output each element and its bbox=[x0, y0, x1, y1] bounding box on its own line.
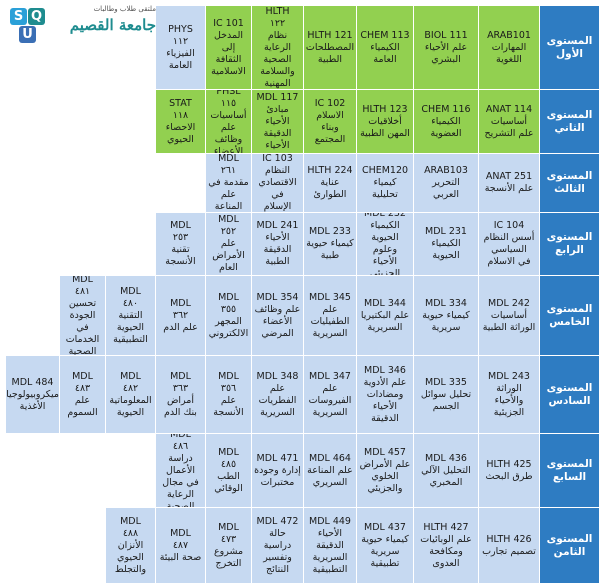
course-cell: HLTH 426 تصميم تجارب bbox=[479, 508, 540, 584]
course-cell: ARAB101 المهارات اللغوية bbox=[479, 6, 540, 90]
course-cell: MDL 457 علم الأمراض الخلوي والجزيئي bbox=[357, 434, 414, 508]
course-cell: MDL 436 التحليل الآلي المخبري bbox=[414, 434, 479, 508]
site-logo: ملتقى طلاب وطالبات جامعة القصيم S Q U bbox=[6, 4, 156, 48]
course-cell: ANAT 251 علم الأنسجة bbox=[479, 154, 540, 213]
course-cell: MDL ٢٥٣ تقنية الأنسجة bbox=[156, 213, 206, 276]
logo-letter-q: Q bbox=[28, 8, 45, 25]
course-cell: MDL 464 علم المناعة السريري bbox=[304, 434, 357, 508]
level-label: المستوى الأول bbox=[540, 6, 599, 90]
course-cell: HLTH 123 أخلاقيات المهن الطبية bbox=[357, 90, 414, 154]
logo-tagline: ملتقى طلاب وطالبات bbox=[93, 5, 156, 13]
course-cell: MDL 346 علم الأدوية ومضادات الأحياء الدق… bbox=[357, 356, 414, 434]
course-cell: PHSL ١١٥ أساسيات علم وظائف الأعضاء bbox=[206, 90, 252, 154]
course-cell: MDL ٢٦١ مقدمة في علم المناعة bbox=[206, 154, 252, 213]
course-cell: CHEM 116 الكيمياء العضوية bbox=[414, 90, 479, 154]
course-cell: MDL ٣٥٦ علم الأنسجة bbox=[206, 356, 252, 434]
course-cell: MDL 437 كيمياء حيوية سريرية تطبيقية bbox=[357, 508, 414, 584]
course-cell: STAT ١١٨ الاحصاء الحيوي bbox=[156, 90, 206, 154]
course-cell: CHEM120 كيمياء تحليلية bbox=[357, 154, 414, 213]
level-label: المستوى الخامس bbox=[540, 276, 599, 356]
course-cell: HLTH 121 المصطلحات الطبية bbox=[304, 6, 357, 90]
course-cell: IC 102 الاسلام وبناء المجتمع bbox=[304, 90, 357, 154]
course-cell: HLTH 425 طرق البحث bbox=[479, 434, 540, 508]
course-cell: MDL ٣٦٣ أمراض بنك الدم bbox=[156, 356, 206, 434]
course-cell: MDL 471 إدارة وجودة مختبرات bbox=[252, 434, 304, 508]
course-cell: MDL ٤٧٣ مشروع التخرج bbox=[206, 508, 252, 584]
course-cell: CHEM 113 الكيمياء العامة bbox=[357, 6, 414, 90]
course-cell: IC 103 النظام الاقتصادي في الإسلام bbox=[252, 154, 304, 213]
course-cell: MDL 345 علم الطفيليات السريرية bbox=[304, 276, 357, 356]
course-cell: MDL 334 كيمياء حيوية سريرية bbox=[414, 276, 479, 356]
course-cell: MDL 335 تحليل سوائل الجسم bbox=[414, 356, 479, 434]
course-cell: MDL 232 الكيمياء الحيوية وعلوم الأحياء ا… bbox=[357, 213, 414, 276]
course-cell: MDL 241 الأحياء الدقيقة الطبية bbox=[252, 213, 304, 276]
level-label: المستوى الثالث bbox=[540, 154, 599, 213]
course-cell: MDL ٤٨١ تحسين الجودة في الخدمات الصحية bbox=[60, 276, 106, 356]
course-cell: ANAT 114 أساسيات علم التشريح bbox=[479, 90, 540, 154]
course-cell: MDL 354 علم وظائف الأعضاء المرضي bbox=[252, 276, 304, 356]
level-label: المستوى الثاني bbox=[540, 90, 599, 154]
course-cell: HLTH 224 عناية الطوارئ bbox=[304, 154, 357, 213]
course-cell: MDL ٤٨٣ علم السموم bbox=[60, 356, 106, 434]
level-label: المستوى الثامن bbox=[540, 508, 599, 584]
level-label: المستوى الرابع bbox=[540, 213, 599, 276]
course-cell: MDL 243 الوراثة والأحياء الجزيئية bbox=[479, 356, 540, 434]
course-cell: MDL 117 مبادئ الأحياء الدقيقة الأحياء bbox=[252, 90, 304, 154]
level-label: المستوى السادس bbox=[540, 356, 599, 434]
course-cell: MDL ٤٨٥ الطب الوقائي bbox=[206, 434, 252, 508]
course-cell: MDL 348 علم الفطريات السريرية bbox=[252, 356, 304, 434]
course-cell: MDL 347 علم الفيروسات السريرية bbox=[304, 356, 357, 434]
course-cell: MDL ٣٦٢ علم الدم bbox=[156, 276, 206, 356]
course-cell: MDL ٣٥٥ المجهر الالكتروني bbox=[206, 276, 252, 356]
course-cell: MDL ٤٨٠ التقنية الحيوية التطبيقية bbox=[106, 276, 156, 356]
course-cell: MDL 472 حالة دراسية وتفسير النتائج bbox=[252, 508, 304, 584]
course-cell: IC 104 أسس النظام السياسي في الاسلام bbox=[479, 213, 540, 276]
course-cell: MDL 233 كيمياء حيوية طبية bbox=[304, 213, 357, 276]
course-cell: PHYS ١١٢ الفيزياء العامة bbox=[156, 6, 206, 90]
course-cell: MDL 449 الأحياء الدقيقة السريرية التطبيق… bbox=[304, 508, 357, 584]
logo-letter-s: S bbox=[10, 8, 27, 25]
course-cell: MDL ٤٨٧ صحة البيئة bbox=[156, 508, 206, 584]
course-cell: BIOL 111 علم الأحياء البشري bbox=[414, 6, 479, 90]
course-cell: HLTH 427 علم الوبائيات ومكافحة العدوى bbox=[414, 508, 479, 584]
course-cell: HLTH ١٢٢ نظام الرعاية الصحية والسلامة ال… bbox=[252, 6, 304, 90]
course-cell: ARAB103 التحرير العربي bbox=[414, 154, 479, 213]
course-cell: MDL ٢٥٢ علم الأمراض العام bbox=[206, 213, 252, 276]
logo-letter-u: U bbox=[19, 26, 36, 43]
course-cell: MDL ٤٨٦ دراسة الأعمال في مجال الرعاية ال… bbox=[156, 434, 206, 508]
course-cell: MDL 231 الكيمياء الحيوية bbox=[414, 213, 479, 276]
level-label: المستوى السابع bbox=[540, 434, 599, 508]
course-cell: IC 101 المدخل إلى الثقافة الاسلامية bbox=[206, 6, 252, 90]
logo-name: جامعة القصيم bbox=[69, 16, 156, 34]
course-cell: MDL 242 أساسيات الوراثة الطبية bbox=[479, 276, 540, 356]
course-cell: MDL ٤٨٢ المعلوماتية الحيوية bbox=[106, 356, 156, 434]
course-cell: MDL 484 ميكروبيولوجيا الأغذية bbox=[6, 356, 60, 434]
course-cell: MDL 344 علم البكتيريا السريرية bbox=[357, 276, 414, 356]
course-cell: MDL ٤٨٨ الأنزان الحيوي والتجلط bbox=[106, 508, 156, 584]
